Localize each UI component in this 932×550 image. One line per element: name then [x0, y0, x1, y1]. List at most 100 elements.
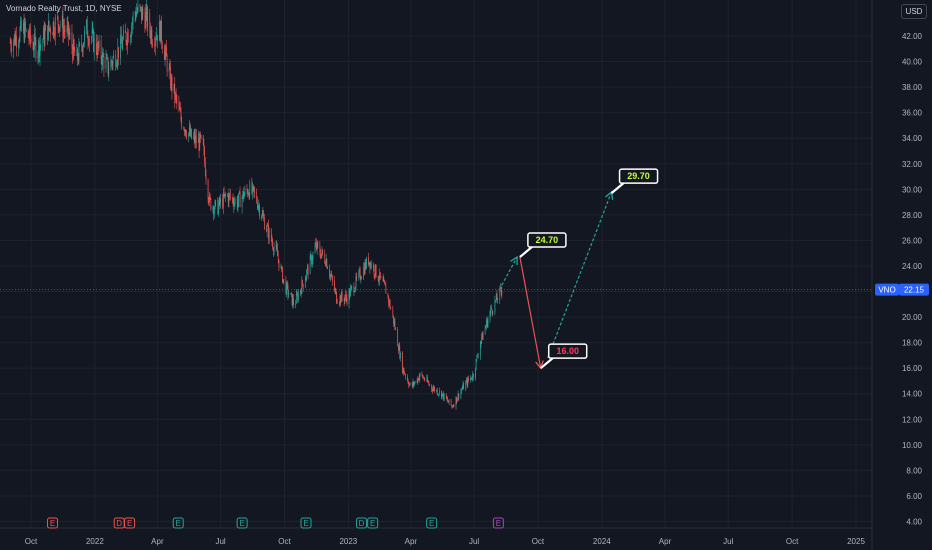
candle-body	[103, 56, 105, 69]
candle-body	[102, 52, 104, 57]
candle-body	[174, 83, 176, 101]
candle-body	[286, 283, 288, 286]
candle-body	[82, 46, 83, 53]
candle-body	[442, 392, 444, 394]
candle-body	[424, 379, 426, 381]
candle-body	[27, 29, 29, 38]
candle-body	[397, 328, 399, 347]
candle-body	[32, 41, 34, 50]
candle-body	[329, 268, 330, 277]
candle-body	[134, 13, 136, 15]
candle-body	[316, 242, 318, 250]
candle-body	[234, 198, 236, 203]
candle-body	[48, 20, 49, 40]
candle-body	[29, 27, 30, 40]
candle-body	[409, 383, 411, 385]
candle-body	[470, 377, 471, 381]
candle-body	[462, 383, 464, 389]
candle-body	[408, 383, 410, 386]
candle-body	[382, 277, 384, 282]
candle-body	[141, 7, 142, 20]
candle-body	[273, 248, 274, 252]
projection-arrow-line	[519, 256, 542, 369]
symbol-tag-box	[875, 283, 899, 296]
candle-body	[383, 280, 385, 282]
candle-body	[484, 327, 486, 334]
candle-body	[113, 54, 114, 58]
candle-body	[47, 25, 49, 40]
candle-body	[360, 278, 362, 280]
candle-body	[144, 15, 146, 29]
candle-body	[286, 283, 287, 294]
candle-body	[291, 293, 293, 306]
candle-body	[312, 252, 314, 261]
candle-body	[497, 299, 499, 301]
candle-body	[95, 37, 97, 52]
candle-body	[339, 295, 341, 303]
candle-body	[16, 35, 17, 48]
candle-body	[384, 283, 386, 286]
x-tick-label: 2022	[86, 537, 104, 546]
candle-body	[496, 294, 498, 300]
candle-body	[198, 138, 199, 144]
candle-body	[433, 387, 435, 389]
candle-body	[427, 381, 429, 383]
candle-body	[243, 194, 245, 199]
candle-body	[394, 321, 396, 329]
candle-body	[232, 197, 233, 199]
candle-body	[241, 197, 243, 208]
candle-body	[40, 43, 42, 46]
candle-body	[468, 378, 469, 381]
candle-body	[57, 16, 58, 18]
candle-body	[316, 242, 317, 250]
candle-body	[385, 285, 387, 294]
y-tick-label: 36.00	[902, 109, 923, 118]
event-marker-icon	[300, 517, 312, 529]
candle-body	[495, 300, 496, 301]
candle-body	[183, 127, 185, 130]
candle-body	[263, 217, 265, 230]
candle-body	[404, 373, 405, 375]
candle-body	[19, 28, 21, 42]
candle-body	[145, 7, 147, 12]
candle-body	[34, 33, 35, 50]
candle-body	[86, 19, 88, 38]
grid	[0, 0, 872, 528]
candle-body	[66, 25, 68, 32]
candle-body	[480, 340, 482, 345]
candle-body	[443, 392, 444, 400]
candle-body	[344, 298, 346, 302]
candle-body	[471, 379, 473, 380]
candle-body	[225, 193, 226, 197]
candle-body	[50, 28, 51, 34]
candle-body	[123, 30, 124, 40]
candle-body	[325, 259, 327, 266]
candle-body	[370, 262, 372, 268]
candle-body	[470, 377, 472, 380]
candle-body	[122, 39, 124, 49]
candle-body	[359, 270, 361, 280]
candle-body	[460, 391, 462, 399]
candle-body	[87, 37, 89, 42]
event-marker-label: D	[359, 519, 365, 528]
candle-body	[338, 302, 340, 304]
candle-body	[334, 280, 335, 291]
candle-body	[297, 294, 299, 301]
candle-body	[309, 256, 311, 275]
candle-body	[403, 368, 405, 374]
candle-body	[278, 259, 280, 268]
candle-body	[93, 29, 94, 52]
candle-body	[120, 34, 122, 44]
candle-body	[228, 193, 230, 203]
candle-body	[135, 13, 137, 17]
currency-button[interactable]: USD	[901, 4, 927, 19]
event-marker-label: E	[50, 519, 55, 528]
candle-body	[244, 188, 246, 195]
candle-body	[501, 291, 503, 295]
candle-body	[472, 373, 474, 380]
candle-body	[314, 246, 316, 253]
candle-body	[210, 198, 212, 210]
candle-body	[43, 27, 44, 40]
candle-body	[126, 42, 128, 46]
